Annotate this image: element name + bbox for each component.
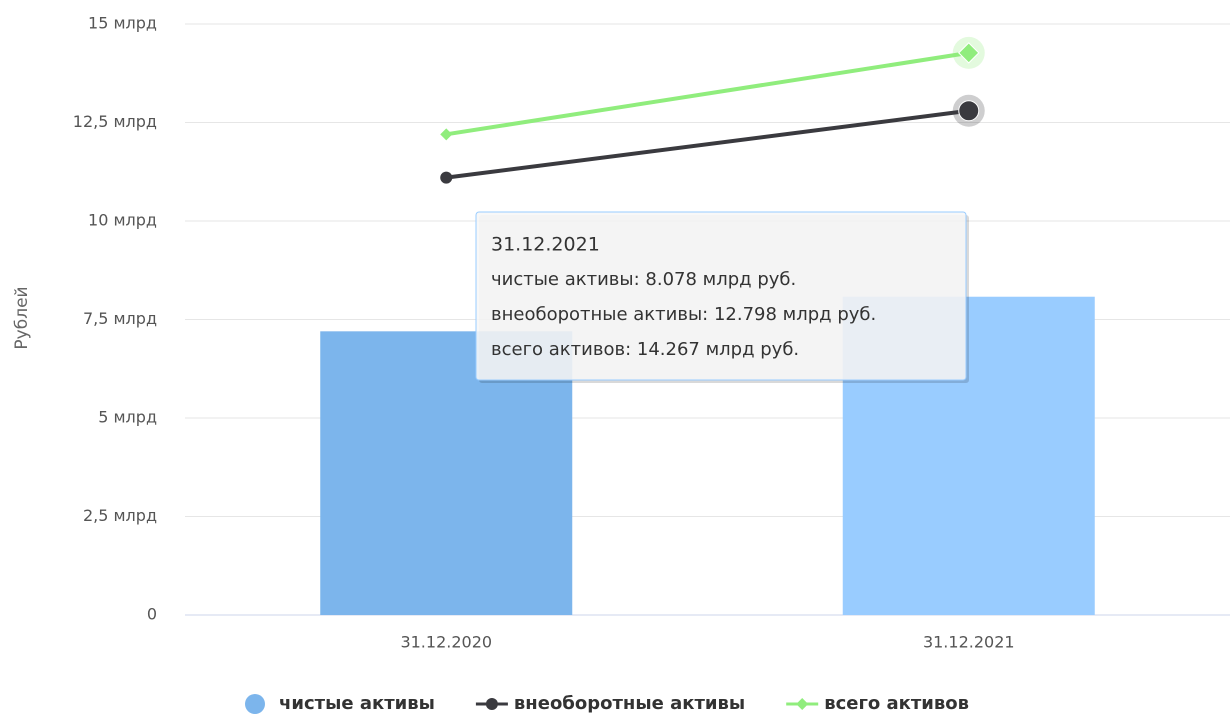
- legend-label: чистые активы: [279, 693, 435, 714]
- y-tick-label: 0: [147, 605, 157, 624]
- line: [445, 50, 970, 137]
- line: [445, 108, 970, 180]
- legend-symbol: [245, 694, 265, 714]
- legend-marker: [485, 698, 498, 710]
- x-tick-label: 31.12.2021: [923, 633, 1015, 652]
- y-tick-label: 15 млрд: [88, 14, 157, 33]
- tooltip-box: [475, 211, 967, 381]
- tooltip-line: внеоборотные активы: 12.798 млрд руб.: [491, 304, 876, 325]
- y-tick-label: 7,5 млрд: [83, 309, 157, 328]
- legend-item[interactable]: чистые активы: [245, 693, 435, 714]
- marker: [440, 128, 453, 141]
- y-axis-title: Рублей: [12, 286, 32, 349]
- marker: [440, 171, 453, 184]
- marker: [958, 100, 980, 122]
- y-tick-label: 10 млрд: [88, 211, 157, 230]
- legend-label: всего активов: [824, 693, 969, 714]
- tooltip-line: чистые активы: 8.078 млрд руб.: [491, 269, 796, 290]
- tooltip-line: всего активов: 14.267 млрд руб.: [491, 339, 799, 360]
- y-tick-label: 12,5 млрд: [73, 112, 157, 131]
- marker: [958, 42, 980, 64]
- y-tick-label: 2,5 млрд: [83, 506, 157, 525]
- legend-item[interactable]: внеоборотные активы: [475, 693, 745, 714]
- tooltip-title: 31.12.2021: [491, 234, 600, 256]
- legend-marker: [796, 698, 809, 710]
- y-tick-label: 5 млрд: [98, 408, 157, 427]
- legend-item[interactable]: всего активов: [786, 693, 969, 714]
- tooltip: 31.12.2021 чистые активы: 8.078 млрд руб.…: [475, 211, 969, 383]
- legend-label: внеоборотные активы: [514, 693, 745, 714]
- x-tick-label: 31.12.2020: [400, 633, 492, 652]
